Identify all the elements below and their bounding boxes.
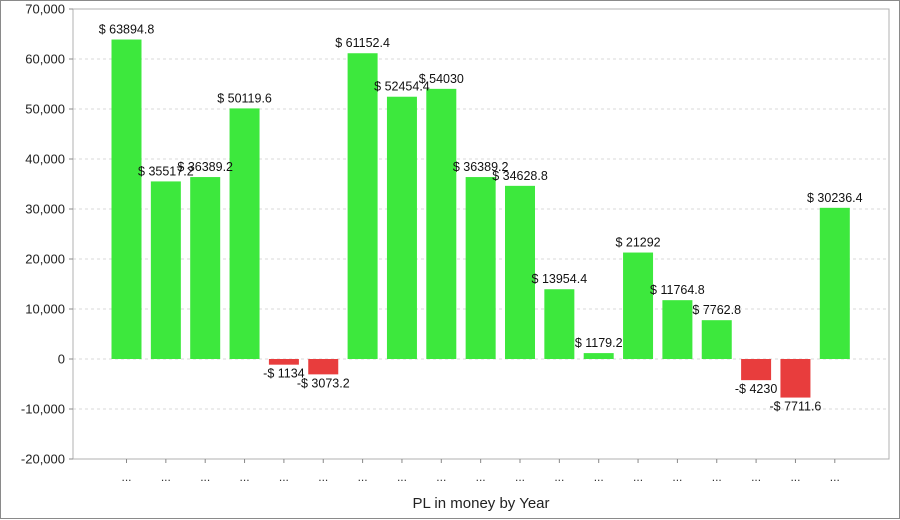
data-label: $ 63894.8 (99, 23, 155, 37)
x-tick-label: ... (358, 470, 368, 484)
data-label: $ 13954.4 (532, 272, 588, 286)
data-label: -$ 1134 (263, 367, 305, 381)
axes: 70,000 60,000 50,000 40,000 30,000 20,000 10,0… (21, 2, 890, 467)
y-tick-label: 20,000 (25, 252, 65, 267)
y-tick-label: 70,000 (25, 2, 65, 17)
y-tick-label: -10,000 (21, 402, 65, 417)
data-label: $ 11764.8 (650, 283, 705, 297)
y-tick-label: 50,000 (25, 102, 65, 117)
bar (662, 300, 693, 359)
x-tick-label: ... (279, 470, 289, 484)
data-label: -$ 3073.2 (297, 376, 350, 390)
data-label: -$ 4230 (735, 382, 777, 396)
bar (229, 108, 260, 359)
data-label: $ 30236.4 (807, 191, 863, 205)
data-label: $ 61152.4 (335, 36, 390, 50)
x-tick-label: ... (751, 470, 761, 484)
bar (150, 181, 181, 359)
data-labels: $ 63894.8$ 35517.2$ 36389.2$ 50119.6-$ 1… (99, 23, 863, 414)
data-label: $ 36389.2 (453, 160, 509, 174)
x-tick-label: ... (121, 470, 131, 484)
bar (386, 96, 417, 359)
bar (701, 320, 732, 359)
bar (544, 289, 575, 359)
bar (111, 39, 142, 359)
x-tick-label: ... (594, 470, 604, 484)
x-tick-label: ... (515, 470, 525, 484)
x-tick-label: ... (633, 470, 643, 484)
x-tick-label: ... (200, 470, 210, 484)
y-tick-label: 40,000 (25, 152, 65, 167)
y-tick-label: -20,000 (21, 452, 65, 467)
bar (426, 88, 457, 359)
y-tick-label: 0 (58, 352, 65, 367)
bars (111, 39, 850, 398)
x-tick-label: ... (790, 470, 800, 484)
x-tick-label: ... (161, 470, 171, 484)
bar (780, 359, 811, 398)
data-label: $ 35517.2 (138, 164, 194, 178)
data-label: $ 7762.8 (692, 303, 741, 317)
x-tick-label: ... (318, 470, 328, 484)
y-tick-label: 60,000 (25, 52, 65, 67)
x-tick-label: ... (554, 470, 564, 484)
y-tick-label: 30,000 (25, 202, 65, 217)
bar (465, 177, 496, 359)
y-tick-label: 10,000 (25, 302, 65, 317)
x-tick-label: ... (476, 470, 486, 484)
x-tick-label: ... (436, 470, 446, 484)
data-label: $ 21292 (615, 236, 660, 250)
x-tick-label: ... (830, 470, 840, 484)
x-tick-label: ... (672, 470, 682, 484)
bar (505, 185, 535, 359)
bar (347, 53, 378, 359)
data-label: $ 50119.6 (217, 91, 272, 105)
data-label: $ 36389.2 (177, 160, 233, 174)
data-label: $ 1179.2 (575, 336, 623, 350)
data-label: $ 52454.4 (374, 80, 430, 94)
data-label: $ 34628.8 (492, 169, 548, 183)
x-axis-title: PL in money by Year (412, 495, 549, 512)
bar (268, 359, 299, 365)
bar (190, 177, 221, 359)
bar (308, 359, 339, 375)
bar (623, 252, 654, 359)
data-label: $ 54030 (419, 72, 464, 86)
x-tick-label: ... (240, 470, 250, 484)
x-tick-label: ... (397, 470, 407, 484)
bar (583, 353, 614, 359)
bar (741, 359, 772, 381)
x-tick-label: ... (712, 470, 722, 484)
data-label: -$ 7711.6 (769, 400, 821, 414)
bar (819, 207, 850, 359)
x-tick-labels: ........................................… (121, 459, 840, 484)
